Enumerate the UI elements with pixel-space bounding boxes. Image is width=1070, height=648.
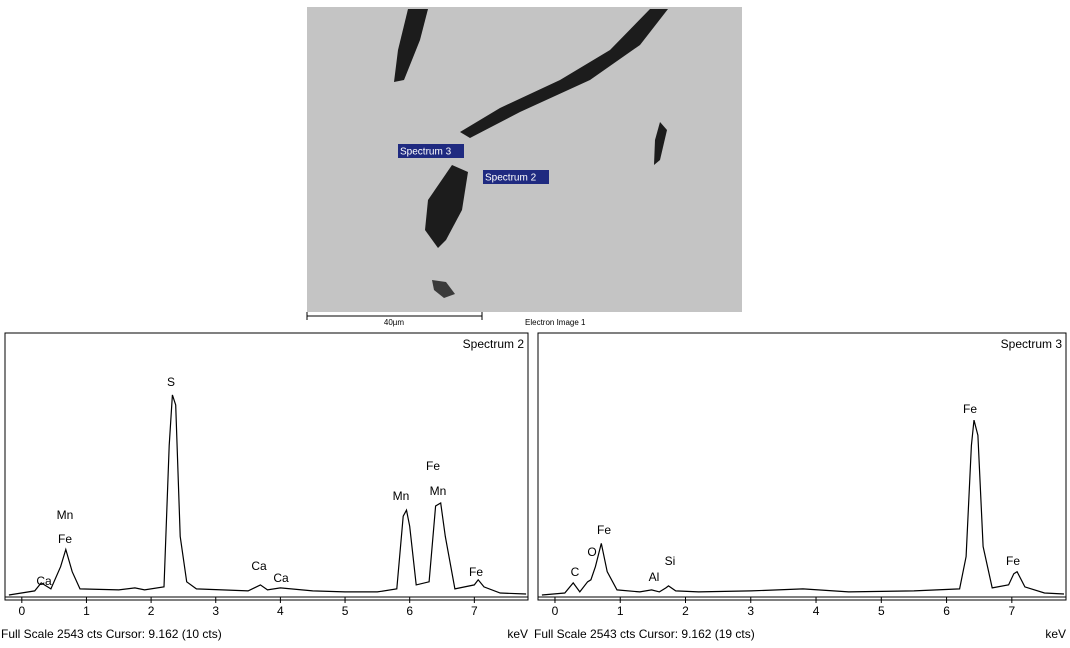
image-caption: Electron Image 1 <box>525 318 586 327</box>
x-tick-label: 3 <box>212 604 219 618</box>
x-tick-label: 7 <box>1008 604 1015 618</box>
footer: Full Scale 2543 cts Cursor: 9.162 (19 ct… <box>534 627 755 641</box>
peak-label: C <box>571 565 580 579</box>
x-tick-label: 3 <box>747 604 754 618</box>
spectrum-marker <box>483 170 549 184</box>
peak-label: Al <box>649 570 660 584</box>
peak-label: Fe <box>597 523 611 537</box>
peak-label: Ca <box>273 571 289 585</box>
sem-image: Spectrum 3 Spectrum 2 40µm Electron Imag… <box>306 7 742 327</box>
peak-label: Fe <box>1006 554 1020 568</box>
peak-label: Mn <box>393 489 410 503</box>
peak-label: S <box>167 375 175 389</box>
x-tick-label: 4 <box>277 604 284 618</box>
spectrum-title: Spectrum 3 <box>1001 337 1063 351</box>
sem-inclusion <box>432 280 455 298</box>
sem-inclusion <box>394 9 428 82</box>
sem-inclusion <box>460 9 668 138</box>
x-tick-label: 0 <box>552 604 559 618</box>
x-tick-label: 4 <box>813 604 820 618</box>
sem-background <box>307 7 742 312</box>
peak-label: Fe <box>58 532 72 546</box>
x-tick-label: 2 <box>148 604 155 618</box>
spectrum-label: Spectrum 2 <box>485 173 537 184</box>
x-axis-label: keV <box>507 627 528 641</box>
peak-label: Mn <box>430 484 447 498</box>
peak-label: Ca <box>36 574 52 588</box>
x-tick-label: 2 <box>682 604 689 618</box>
scale-label: 40µm <box>384 318 405 327</box>
peak-label: Si <box>665 554 676 568</box>
spectrum-line <box>541 419 1065 596</box>
sem-inclusion <box>654 122 667 165</box>
spectrum-line <box>8 394 527 596</box>
sem-inclusion <box>425 165 468 248</box>
peak-label: Mn <box>57 508 74 522</box>
x-tick-label: 1 <box>83 604 90 618</box>
spectrum-title: Spectrum 2 <box>463 337 525 351</box>
x-tick-label: 5 <box>878 604 885 618</box>
x-tick-label: 6 <box>406 604 413 618</box>
x-tick-label: 1 <box>617 604 624 618</box>
x-tick-label: 7 <box>471 604 478 618</box>
peak-label: O <box>587 545 596 559</box>
footer: Full Scale 2543 cts Cursor: 9.162 (10 ct… <box>1 627 222 641</box>
peak-label: Ca <box>251 559 267 573</box>
x-tick-label: 0 <box>18 604 25 618</box>
peak-label: Fe <box>426 459 440 473</box>
peak-label: Fe <box>963 402 977 416</box>
panel-frame <box>4 332 529 601</box>
x-tick-label: 6 <box>943 604 950 618</box>
x-tick-label: 5 <box>342 604 349 618</box>
spectrum-label: Spectrum 3 <box>400 147 452 158</box>
peak-label: Fe <box>469 565 483 579</box>
panel-frame <box>537 332 1067 601</box>
x-axis-label: keV <box>1045 627 1066 641</box>
spectrum-marker <box>398 144 464 158</box>
